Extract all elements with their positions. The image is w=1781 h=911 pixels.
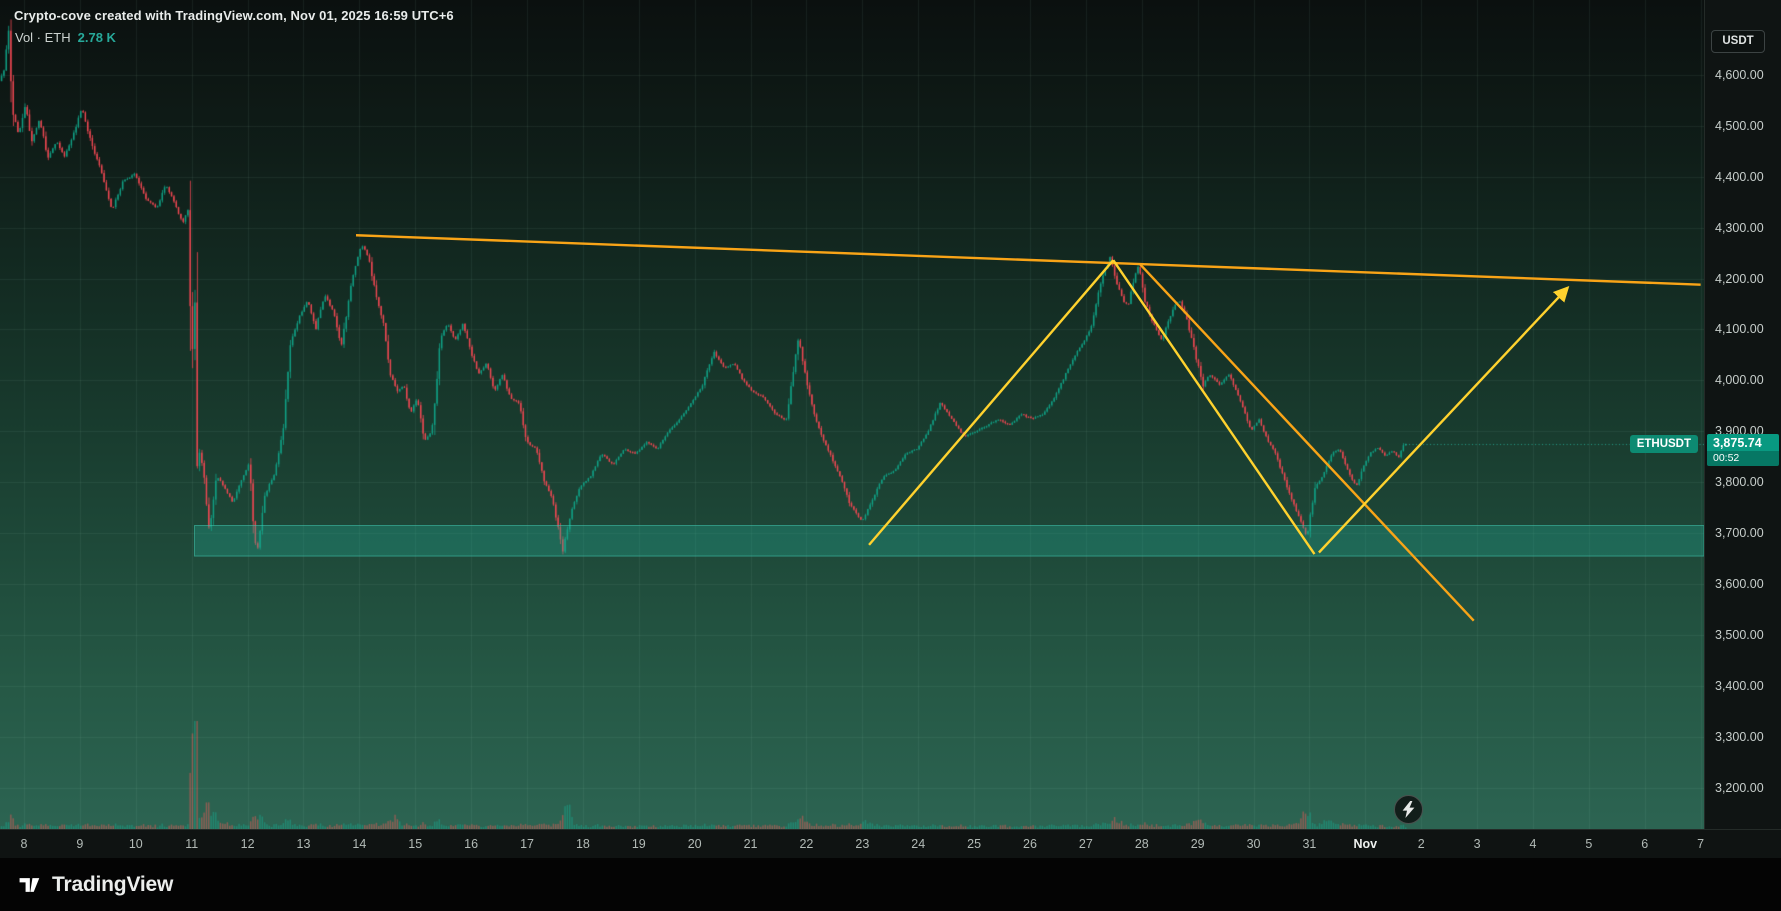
time-tick-label: 26 xyxy=(1023,837,1037,851)
time-tick-label: 7 xyxy=(1697,837,1705,851)
lightning-button[interactable] xyxy=(1394,795,1423,824)
price-tick-label: 4,600.00 xyxy=(1715,67,1764,82)
price-tick-label: 4,500.00 xyxy=(1715,118,1764,133)
time-tick-label: 24 xyxy=(911,837,926,851)
time-tick-label: 19 xyxy=(631,837,646,851)
footer-brand-bar: TradingView xyxy=(0,858,1781,911)
price-tick-label: 4,000.00 xyxy=(1715,373,1764,388)
volume-legend-label: Vol · ETH xyxy=(15,30,71,45)
price-tick-label: 4,100.00 xyxy=(1715,322,1764,337)
last-price-badge: 3,875.74 00:52 xyxy=(1707,433,1779,466)
time-tick-label: 29 xyxy=(1190,837,1205,851)
lightning-icon xyxy=(1402,801,1415,818)
symbol-price-label: ETHUSDT xyxy=(1629,434,1698,453)
time-tick-label: 5 xyxy=(1585,837,1593,851)
time-tick-label: 21 xyxy=(743,837,758,851)
time-tick-label: 12 xyxy=(240,837,255,851)
time-tick-label: 3 xyxy=(1473,837,1481,851)
price-tick-label: 3,200.00 xyxy=(1715,780,1764,795)
time-tick-label: 2 xyxy=(1417,837,1425,851)
time-tick-label: 30 xyxy=(1246,837,1261,851)
time-tick-label: 13 xyxy=(296,837,311,851)
time-tick-label: 11 xyxy=(185,837,199,851)
time-tick-label: 31 xyxy=(1302,837,1317,851)
time-tick-label: 25 xyxy=(967,837,982,851)
time-tick-label: Nov xyxy=(1353,837,1378,851)
time-tick-label: 22 xyxy=(799,837,814,851)
time-tick-label: 18 xyxy=(575,837,590,851)
price-tick-label: 4,200.00 xyxy=(1715,271,1764,286)
time-tick-label: 10 xyxy=(128,837,143,851)
time-tick-label: 16 xyxy=(464,837,479,851)
price-tick-label: 4,300.00 xyxy=(1715,220,1764,235)
time-tick-label: 14 xyxy=(352,837,367,851)
time-tick-label: 9 xyxy=(76,837,84,851)
candle-countdown: 00:52 xyxy=(1707,450,1779,466)
tradingview-brand-text[interactable]: TradingView xyxy=(52,872,174,896)
price-tick-label: 3,500.00 xyxy=(1715,627,1764,642)
time-tick-label: 20 xyxy=(687,837,702,851)
time-tick-label: 23 xyxy=(855,837,870,851)
price-tick-label: 3,800.00 xyxy=(1715,475,1764,490)
price-tick-label: 3,400.00 xyxy=(1715,678,1764,693)
time-tick-label: 28 xyxy=(1134,837,1149,851)
chart-plot-area[interactable]: Crypto-cove created with TradingView.com… xyxy=(0,0,1704,829)
currency-toggle-button[interactable]: USDT xyxy=(1711,30,1765,53)
candlestick-volume-canvas[interactable] xyxy=(0,0,1704,829)
time-tick-label: 6 xyxy=(1641,837,1649,851)
price-tick-label: 4,400.00 xyxy=(1715,169,1764,184)
time-tick-label: 8 xyxy=(20,837,28,851)
price-tick-label: 3,700.00 xyxy=(1715,526,1764,541)
time-tick-label: 17 xyxy=(520,837,534,851)
price-scale[interactable]: USDT 4,600.00 4,500.00 4,400.00 4,300.00 4,2… xyxy=(1704,0,1781,829)
price-tick-label: 3,600.00 xyxy=(1715,577,1764,592)
last-price-value: 3,875.74 xyxy=(1713,435,1762,450)
time-scale[interactable]: 8 9 10 11 12 13 14 15 16 17 18 19 20 21 22 23 24 25 26 27 28… xyxy=(0,829,1781,858)
volume-legend-value: 2.78 K xyxy=(77,30,116,45)
price-tick-label: 3,300.00 xyxy=(1715,729,1764,744)
time-tick-label: 27 xyxy=(1078,837,1093,851)
time-tick-label: 4 xyxy=(1529,837,1537,851)
volume-legend[interactable]: Vol · ETH 2.78 K xyxy=(15,30,116,45)
chart-attribution-text: Crypto-cove created with TradingView.com… xyxy=(14,8,454,23)
tradingview-logo-icon[interactable] xyxy=(16,873,42,897)
time-tick-label: 15 xyxy=(408,837,423,851)
